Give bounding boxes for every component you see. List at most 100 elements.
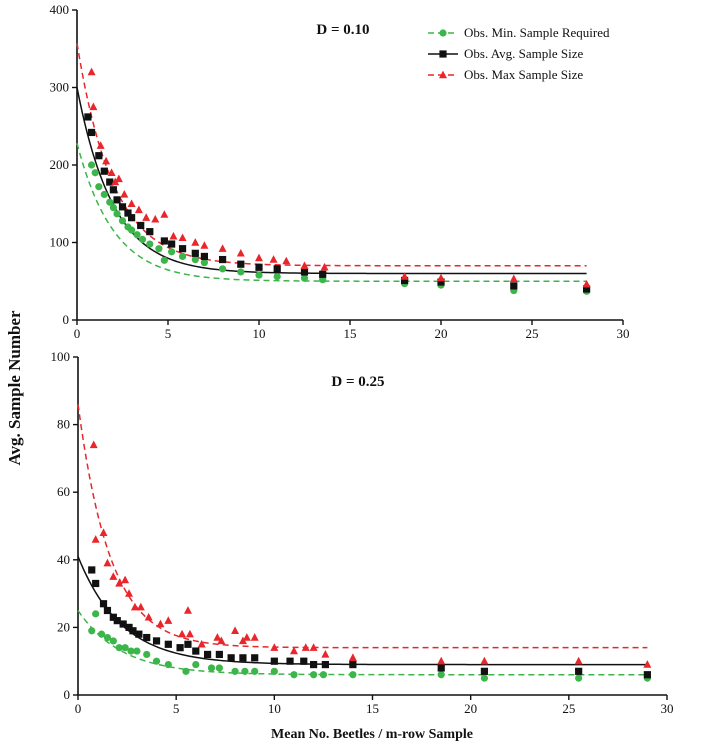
data-point-series-3 xyxy=(103,558,112,567)
data-point-series-3 xyxy=(89,102,98,111)
data-point-series-3 xyxy=(231,626,240,634)
data-point-series-1 xyxy=(207,664,216,672)
legend-label: Obs. Max Sample Size xyxy=(464,67,583,82)
data-point-series-1 xyxy=(115,644,123,652)
data-point-series-3 xyxy=(437,273,445,282)
data-point-series-1 xyxy=(95,183,103,191)
data-point-series-1 xyxy=(319,671,328,679)
data-point-series-3 xyxy=(509,274,518,283)
data-point-series-3 xyxy=(99,528,108,536)
y-tick-label: 300 xyxy=(50,80,70,95)
data-point-series-2 xyxy=(99,600,108,608)
data-point-series-2 xyxy=(583,285,591,293)
data-point-series-1 xyxy=(87,161,96,169)
legend-item-3: Obs. Max Sample Size xyxy=(428,67,583,82)
data-point-series-2 xyxy=(480,667,489,675)
data-point-series-2 xyxy=(152,637,161,645)
data-point-series-2 xyxy=(146,228,154,236)
data-point-series-2 xyxy=(300,657,308,665)
data-point-series-1 xyxy=(349,671,357,679)
data-point-series-2 xyxy=(321,660,329,669)
data-point-series-3 xyxy=(127,199,136,207)
data-point-series-2 xyxy=(273,265,281,273)
data-point-series-3 xyxy=(480,656,489,665)
legend-marker xyxy=(439,29,447,37)
data-point-series-3 xyxy=(300,261,309,269)
data-point-series-3 xyxy=(89,440,98,449)
data-point-series-2 xyxy=(100,167,108,175)
panel-title: D = 0.10 xyxy=(316,22,369,38)
data-point-series-3 xyxy=(107,168,116,176)
data-point-series-2 xyxy=(251,654,259,662)
fit-line-series-2 xyxy=(76,87,587,275)
data-point-series-2 xyxy=(176,644,184,652)
data-point-series-3 xyxy=(111,177,120,186)
data-point-series-3 xyxy=(115,579,124,587)
fit-line-series-3 xyxy=(77,404,648,649)
data-point-series-3 xyxy=(348,653,357,662)
y-tick-label: 0 xyxy=(64,687,71,702)
x-tick-label: 0 xyxy=(75,701,82,716)
data-point-series-1 xyxy=(237,268,245,276)
data-point-series-1 xyxy=(200,259,208,267)
data-point-series-2 xyxy=(319,270,327,278)
data-point-series-2 xyxy=(113,617,121,625)
x-tick-label: 5 xyxy=(165,326,172,341)
data-point-series-2 xyxy=(164,640,172,648)
legend-marker xyxy=(439,50,447,58)
data-point-series-1 xyxy=(103,633,112,642)
data-point-series-1 xyxy=(91,169,99,177)
data-point-series-3 xyxy=(120,190,129,198)
data-point-series-3 xyxy=(400,272,409,280)
data-point-series-3 xyxy=(109,572,118,580)
data-point-series-1 xyxy=(128,226,136,234)
data-point-series-2 xyxy=(109,186,117,194)
data-point-series-3 xyxy=(144,612,153,621)
data-point-series-1 xyxy=(270,667,278,675)
data-point-series-3 xyxy=(160,210,169,218)
data-point-series-1 xyxy=(143,650,151,659)
data-point-series-1 xyxy=(480,674,489,682)
data-point-series-3 xyxy=(87,67,96,76)
data-point-series-2 xyxy=(270,657,278,665)
data-point-series-1 xyxy=(273,273,281,281)
data-point-series-2 xyxy=(84,113,92,121)
data-point-series-1 xyxy=(155,245,163,253)
data-point-series-2 xyxy=(437,278,445,286)
data-point-series-2 xyxy=(118,203,127,211)
data-point-series-1 xyxy=(255,271,263,279)
data-point-series-1 xyxy=(146,240,154,248)
x-tick-label: 30 xyxy=(617,326,630,341)
data-point-series-2 xyxy=(143,633,151,642)
data-point-series-3 xyxy=(320,262,329,271)
data-point-series-1 xyxy=(168,248,176,256)
data-point-series-3 xyxy=(164,616,173,624)
data-point-series-3 xyxy=(134,205,143,214)
x-tick-label: 10 xyxy=(268,701,281,716)
data-point-series-1 xyxy=(300,274,309,282)
data-point-series-2 xyxy=(510,282,518,290)
data-point-series-2 xyxy=(203,650,212,659)
data-point-series-1 xyxy=(219,265,227,273)
data-point-series-2 xyxy=(191,249,199,257)
data-point-series-3 xyxy=(136,602,145,611)
data-point-series-2 xyxy=(437,664,445,672)
data-point-series-1 xyxy=(127,647,135,655)
x-tick-label: 15 xyxy=(344,326,357,341)
data-point-series-1 xyxy=(192,660,200,669)
data-point-series-1 xyxy=(118,217,127,225)
data-point-series-3 xyxy=(269,255,278,263)
data-point-series-1 xyxy=(106,198,114,206)
legend-label: Obs. Min. Sample Required xyxy=(464,25,610,40)
x-tick-label: 0 xyxy=(74,326,81,341)
data-point-series-1 xyxy=(215,664,223,672)
y-tick-label: 80 xyxy=(57,417,70,432)
data-point-series-3 xyxy=(102,156,111,165)
data-point-series-3 xyxy=(185,629,194,638)
panel-1: 0 100 200 300 400 0 5 10 15 20 25 30 D = 0.10 xyxy=(50,2,630,341)
data-point-series-2 xyxy=(95,152,103,160)
data-point-series-1 xyxy=(290,671,298,679)
data-point-series-1 xyxy=(100,190,108,199)
data-point-series-3 xyxy=(250,633,259,641)
